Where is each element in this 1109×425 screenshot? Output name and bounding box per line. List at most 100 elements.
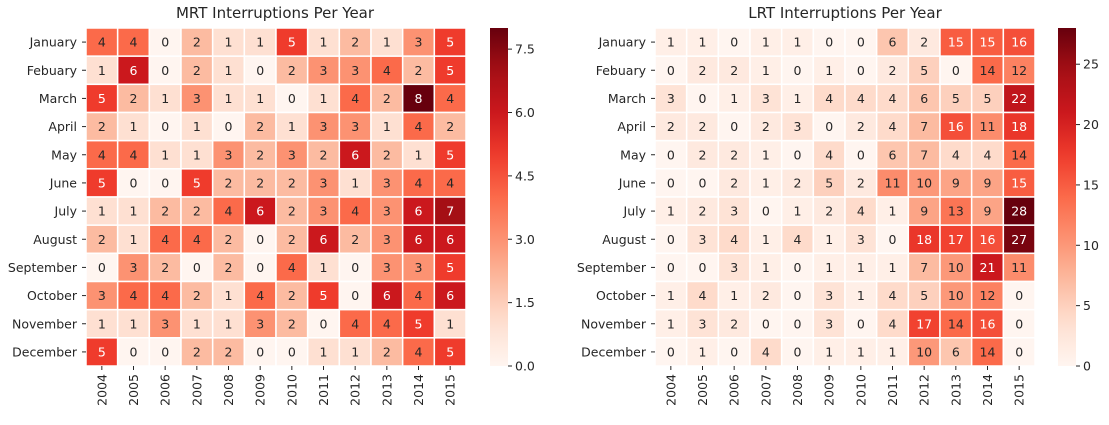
lrt-cell-label: 2: [762, 288, 770, 303]
mrt-x-tick-label: 2007: [189, 374, 204, 406]
mrt-heatmap-cell: [433, 308, 467, 339]
lrt-cell-label: 0: [730, 35, 738, 50]
mrt-cell-label: 2: [193, 63, 201, 78]
mrt-cell-label: 1: [320, 260, 328, 275]
mrt-colorbar: [490, 28, 508, 366]
mrt-cell-label: 4: [130, 288, 138, 303]
lrt-cell-label: 0: [794, 344, 802, 359]
mrt-cell-label: 4: [446, 91, 454, 106]
lrt-cell-label: 1: [730, 288, 738, 303]
mrt-cell-label: 3: [98, 288, 106, 303]
lrt-y-tick-label: May: [620, 147, 646, 162]
lrt-x-tick-label: 2008: [790, 374, 805, 406]
lrt-cell-label: 1: [794, 35, 802, 50]
mrt-heatmap-cell: [433, 168, 467, 198]
mrt-cell-label: 1: [320, 35, 328, 50]
lrt-cell-label: 7: [920, 147, 928, 162]
mrt-cell-label: 2: [193, 344, 201, 359]
lrt-cell-label: 18: [1011, 119, 1027, 134]
mrt-heatmap-cell: [275, 139, 309, 170]
lrt-heatmap-cell: [939, 224, 973, 255]
mrt-heatmap-cell: [338, 168, 372, 198]
lrt-cell-label: 11: [980, 119, 996, 134]
mrt-cell-label: 2: [446, 119, 454, 134]
lrt-cell-label: 14: [1011, 147, 1027, 162]
lrt-cell-label: 27: [1011, 232, 1027, 247]
lrt-cell-label: 1: [857, 260, 865, 275]
mrt-cell-label: 3: [320, 175, 328, 190]
lrt-cell-label: 0: [730, 119, 738, 134]
lrt-heatmap-cell: [844, 111, 878, 142]
lrt-heatmap-cell: [970, 27, 1005, 57]
lrt-colorbar-tick-label: 25: [1083, 57, 1099, 72]
lrt-cell-label: 4: [889, 288, 897, 303]
lrt-cell-label: 4: [889, 316, 897, 331]
lrt-heatmap-cell: [717, 308, 751, 339]
mrt-cell-label: 1: [225, 316, 233, 331]
mrt-heatmap-cell: [370, 337, 404, 367]
mrt-cell-label: 2: [225, 260, 233, 275]
mrt-cell-label: 2: [225, 344, 233, 359]
mrt-x-tick-label: 2012: [348, 374, 363, 406]
lrt-y-tick-label: October: [596, 288, 647, 303]
lrt-y-tick-label: Febuary: [596, 63, 647, 78]
lrt-cell-label: 0: [667, 63, 675, 78]
lrt-cell-label: 13: [948, 204, 964, 219]
lrt-cell-label: 15: [980, 35, 996, 50]
mrt-cell-label: 0: [98, 260, 106, 275]
mrt-cell-label: 3: [351, 119, 359, 134]
lrt-cell-label: 4: [952, 147, 960, 162]
mrt-cell-label: 4: [161, 288, 169, 303]
mrt-heatmap-cell: [275, 252, 309, 283]
mrt-cell-label: 5: [446, 63, 454, 78]
lrt-y-tick-label: January: [598, 35, 647, 50]
mrt-heatmap-cell: [180, 168, 214, 198]
mrt-cell-label: 3: [383, 232, 391, 247]
mrt-cell-label: 4: [383, 316, 391, 331]
mrt-cell-label: 1: [225, 63, 233, 78]
mrt-cell-label: 3: [383, 175, 391, 190]
mrt-cell-label: 6: [130, 63, 138, 78]
lrt-y-tick-label: November: [581, 316, 647, 331]
lrt-cell-label: 0: [699, 175, 707, 190]
mrt-cell-label: 0: [193, 260, 201, 275]
mrt-colorbar-tick-label: 4.5: [515, 168, 535, 183]
lrt-colorbar-tick-label: 10: [1083, 238, 1099, 253]
mrt-cell-label: 2: [193, 204, 201, 219]
lrt-heatmap-cell: [812, 168, 846, 198]
mrt-cell-label: 1: [288, 119, 296, 134]
mrt-heatmap-cell: [275, 308, 309, 339]
mrt-cell-label: 2: [351, 232, 359, 247]
mrt-cell-label: 3: [288, 147, 296, 162]
lrt-cell-label: 4: [794, 232, 802, 247]
mrt-x-tick-label: 2014: [411, 374, 426, 406]
mrt-cell-label: 1: [161, 91, 169, 106]
mrt-cell-label: 0: [161, 119, 169, 134]
mrt-cell-label: 3: [225, 147, 233, 162]
lrt-heatmap-cell: [1002, 196, 1036, 226]
lrt-cell-label: 2: [825, 204, 833, 219]
mrt-heatmap-cell: [306, 280, 341, 311]
lrt-cell-label: 10: [916, 175, 932, 190]
lrt-heatmap-cell: [844, 224, 878, 255]
mrt-y-tick-label: December: [12, 344, 78, 359]
lrt-cell-label: 0: [699, 260, 707, 275]
lrt-cell-label: 0: [857, 316, 865, 331]
lrt-x-tick-label: 2007: [758, 374, 773, 406]
mrt-heatmap-cell: [433, 337, 467, 367]
mrt-cell-label: 4: [415, 175, 423, 190]
lrt-cell-label: 0: [762, 316, 770, 331]
mrt-y-tick-label: August: [33, 232, 77, 247]
lrt-cell-label: 2: [857, 119, 865, 134]
lrt-colorbar-tick-label: 0: [1083, 359, 1091, 374]
lrt-cell-label: 9: [952, 175, 960, 190]
lrt-x-tick-label: 2006: [727, 374, 742, 406]
mrt-heatmap-cell: [243, 139, 277, 170]
mrt-x-tick-label: 2015: [443, 374, 458, 406]
mrt-cell-label: 3: [161, 316, 169, 331]
mrt-cell-label: 0: [161, 175, 169, 190]
lrt-cell-label: 1: [857, 344, 865, 359]
lrt-heatmap-cell: [685, 55, 720, 86]
lrt-cell-label: 1: [825, 63, 833, 78]
mrt-heatmap-cell: [275, 83, 309, 114]
